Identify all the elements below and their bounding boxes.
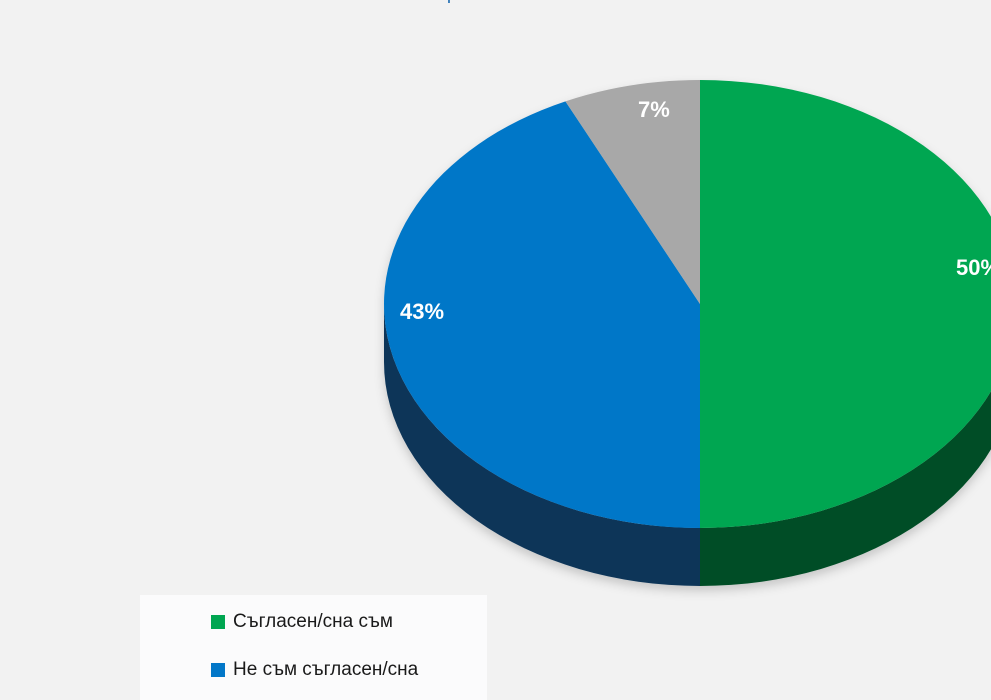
- svg-text:50%: 50%: [956, 255, 991, 280]
- svg-text:7%: 7%: [638, 97, 670, 122]
- svg-text:43%: 43%: [400, 299, 444, 324]
